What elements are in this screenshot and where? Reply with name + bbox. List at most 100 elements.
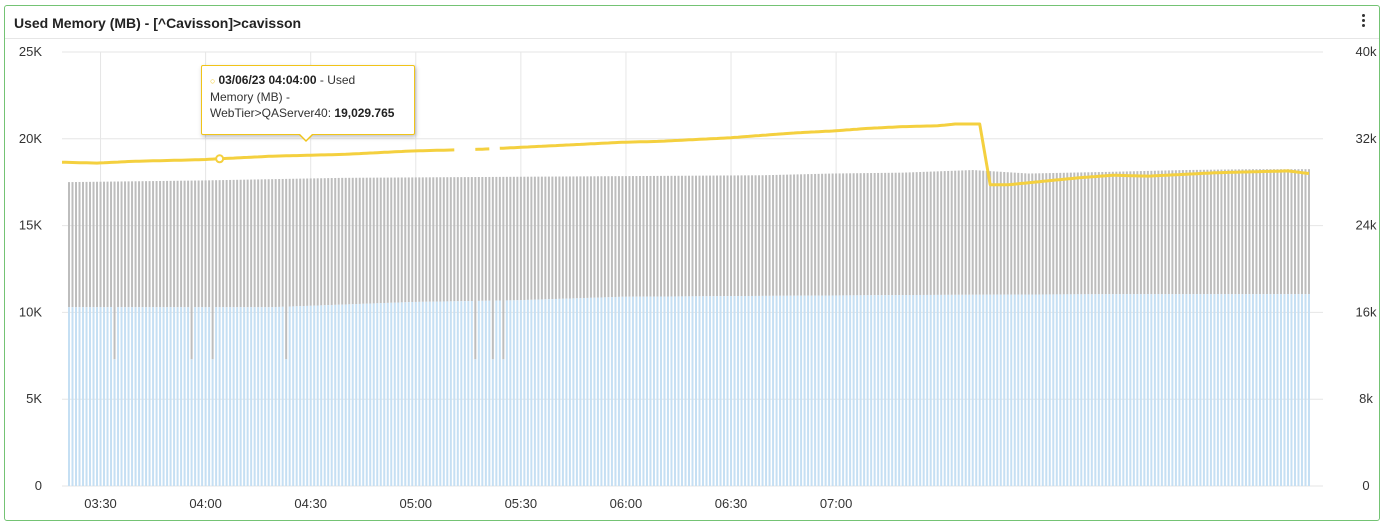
bar-segment-grey	[355, 177, 358, 305]
bar-segment-grey	[540, 176, 543, 300]
bar-segment-blue	[758, 295, 761, 486]
bar-segment-blue	[884, 295, 887, 486]
bar-segment-blue	[376, 303, 379, 486]
bar-segment-grey	[1143, 171, 1146, 295]
bar-segment-grey	[365, 177, 368, 304]
bar-segment-blue	[908, 295, 911, 486]
bar-segment-grey	[926, 171, 929, 295]
bar-segment-blue	[1017, 294, 1020, 486]
bar-segment-blue	[281, 306, 284, 486]
bar-segment-blue	[712, 296, 715, 486]
bar-segment-blue	[421, 301, 424, 486]
bar-segment-grey	[1171, 170, 1174, 295]
bar-segment-blue	[1227, 294, 1230, 486]
bar-segment-grey	[302, 178, 305, 307]
bar-segment-grey	[1062, 172, 1065, 295]
bar-segment-blue	[155, 307, 158, 486]
bar-segment-blue	[1286, 294, 1289, 486]
bar-segment-grey	[565, 176, 568, 299]
bar-segment-blue	[208, 307, 211, 486]
bar-segment-grey	[103, 181, 106, 308]
bar-segment-grey	[996, 171, 999, 295]
bar-segment-grey	[849, 173, 852, 296]
bar-segment-grey	[1041, 173, 1044, 295]
bar-segment-blue	[162, 307, 165, 486]
bar-segment-grey	[1272, 169, 1275, 295]
bar-segment-blue	[975, 294, 978, 486]
vertical-ellipsis-icon[interactable]	[1357, 12, 1369, 32]
bar-segment-grey	[1090, 172, 1093, 295]
bar-segment-blue	[666, 296, 669, 486]
bar-segment-grey	[369, 177, 372, 304]
bar-segment-grey	[1234, 169, 1237, 295]
bar-segment-grey	[337, 177, 340, 305]
bar-segment-blue	[593, 297, 596, 486]
bar-segment-grey	[1048, 173, 1051, 295]
bar-segment-grey	[1150, 170, 1153, 295]
bar-segment-grey	[383, 177, 386, 304]
bar-segment-grey	[1206, 169, 1209, 295]
bar-segment-blue	[264, 307, 267, 486]
bar-segment-grey	[880, 172, 883, 296]
bar-segment-grey	[176, 180, 179, 308]
bar-segment-grey	[197, 180, 200, 308]
bar-segment-blue	[838, 295, 841, 486]
bar-segment-blue	[491, 359, 494, 486]
bar-segment-grey	[614, 176, 617, 298]
bar-segment-blue	[582, 298, 585, 486]
bar-segment-grey	[404, 177, 407, 303]
bar-segment-grey	[484, 176, 487, 301]
bar-segment-blue	[323, 305, 326, 486]
bar-segment-blue	[1052, 294, 1055, 486]
bar-segment-grey	[947, 170, 950, 295]
bar-segment-grey	[1087, 172, 1090, 295]
bar-segment-grey	[905, 172, 908, 296]
bar-segment-grey	[877, 172, 880, 296]
bar-segment-blue	[740, 296, 743, 486]
bar-segment-grey	[677, 175, 680, 297]
bar-segment-blue	[1251, 294, 1254, 486]
bar-segment-grey	[155, 181, 158, 308]
bar-segment-blue	[964, 294, 967, 486]
bar-segment-grey	[1027, 173, 1030, 295]
bar-segment-blue	[817, 295, 820, 486]
bar-segment-grey	[295, 178, 298, 307]
bar-segment-grey	[915, 172, 918, 295]
bar-segment-grey	[547, 176, 550, 300]
tooltip-series-marker-icon: ○	[210, 76, 216, 86]
bar-segment-grey	[1174, 170, 1177, 295]
bar-segment-blue	[215, 307, 218, 486]
bar-segment-blue	[1073, 294, 1076, 486]
y-left-tick-label: 20K	[19, 131, 42, 146]
bar-segment-blue	[1160, 294, 1163, 486]
bar-segment-blue	[1199, 294, 1202, 486]
bar-segment-blue	[1157, 294, 1160, 486]
bar-segment-grey	[929, 171, 932, 295]
bar-segment-blue	[947, 294, 950, 486]
bar-segment-blue	[614, 297, 617, 486]
bar-segment-grey	[99, 181, 102, 308]
bar-segment-blue	[302, 306, 305, 486]
bar-segment-grey	[558, 176, 561, 299]
bar-segment-grey	[250, 179, 253, 308]
bar-segment-grey	[1031, 173, 1034, 295]
bar-segment-blue	[148, 307, 151, 486]
bar-segment-blue	[775, 295, 778, 486]
bar-segment-blue	[761, 295, 764, 486]
bar-segment-blue	[747, 295, 750, 486]
bar-segment-grey	[950, 170, 953, 295]
x-tick-label: 05:00	[400, 496, 433, 511]
bar-segment-grey	[1125, 171, 1128, 295]
bar-segment-grey	[414, 177, 417, 302]
bar-segment-grey	[509, 176, 512, 301]
bar-segment-grey	[425, 177, 428, 302]
bar-segment-grey	[936, 171, 939, 295]
bar-segment-blue	[1139, 294, 1142, 486]
bar-segment-blue	[1188, 294, 1191, 486]
y-right-tick-label: 16k	[1356, 304, 1377, 319]
bar-segment-grey	[264, 179, 267, 308]
bar-segment-grey	[1220, 169, 1223, 295]
bar-segment-grey	[775, 174, 778, 296]
bar-segment-blue	[628, 296, 631, 486]
bar-segment-blue	[197, 307, 200, 486]
